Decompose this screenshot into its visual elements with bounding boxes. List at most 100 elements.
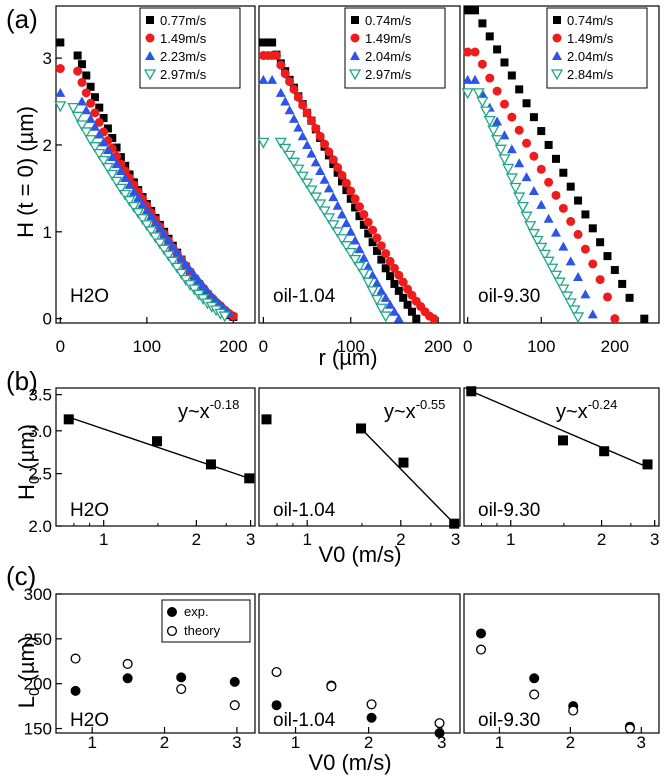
a2-square-point-0-22 xyxy=(355,212,364,221)
a1-legend-marker-0 xyxy=(146,16,154,24)
a2-triangleopen-point-3-10 xyxy=(314,199,327,211)
a3-triangle-point-2-7 xyxy=(514,158,525,168)
a1-triangleopen-point-3-0 xyxy=(54,101,67,113)
b2-square-point-3 xyxy=(449,518,460,529)
a1-ytick-label-2: 2 xyxy=(43,136,52,155)
a1-triangleopen-point-3-1 xyxy=(67,102,80,114)
b2-square-point-1 xyxy=(356,423,367,434)
a2-circle-point-1-19 xyxy=(341,178,351,188)
a3-circle-point-1-6 xyxy=(507,112,517,122)
a1-triangleopen-point-3-15 xyxy=(127,201,140,213)
a2-triangleopen-point-3-4 xyxy=(287,157,301,169)
a3-circle-point-1-2 xyxy=(477,59,487,69)
a1-triangle-point-2-10 xyxy=(115,166,126,176)
a1-square-point-0-12 xyxy=(121,161,130,170)
a1-triangleopen-point-3-3 xyxy=(75,120,89,132)
a2-circle-point-1-29 xyxy=(385,256,395,266)
b3-xtick-label-0: 1 xyxy=(506,530,515,549)
b2-fit-label: y~x xyxy=(384,401,416,423)
a2-triangle-point-2-13 xyxy=(323,183,334,193)
b1-fit-label: y~x xyxy=(178,401,210,423)
a1-triangleopen-point-3-2 xyxy=(71,111,84,123)
a1-triangle-point-2-27 xyxy=(189,270,200,280)
a3-triangleopen-point-3-2 xyxy=(476,96,489,108)
b1-square-point-0 xyxy=(63,414,74,425)
c3-condition-label: oil-9.30 xyxy=(478,710,540,731)
a3-triangleopen-point-3-13 xyxy=(516,201,529,213)
a2-triangleopen-point-3-1 xyxy=(274,137,287,149)
a3-square-point-0-12 xyxy=(551,154,560,163)
a3-square-point-0-4 xyxy=(493,45,502,54)
panel-label-c: (c) xyxy=(6,561,36,591)
a1-triangle-point-2-5 xyxy=(94,129,105,139)
a1-triangle-point-2-2 xyxy=(81,105,92,115)
a3-triangleopen-point-3-7 xyxy=(494,144,507,156)
a3-square-point-0-15 xyxy=(574,196,583,205)
a1-square-point-0-9 xyxy=(108,134,117,143)
c1-legend-marker-exp xyxy=(167,607,177,617)
a2-legend-marker-3 xyxy=(348,69,362,81)
a2-triangle-point-2-11 xyxy=(315,166,326,176)
c1-ytick-label-0: 150 xyxy=(24,720,52,739)
c1-circlefilled-point-0-2 xyxy=(176,672,187,683)
b3-fit-line xyxy=(471,390,648,468)
c1-circleopen-point-1-3 xyxy=(229,700,240,711)
a3-triangle-point-2-12 xyxy=(550,227,561,237)
c3-xtick-label-1: 2 xyxy=(566,733,575,752)
a1-triangle-point-2-15 xyxy=(137,199,148,209)
a3-legend-marker-2 xyxy=(552,51,562,60)
b2-fit-line xyxy=(360,427,455,525)
c1-legend-box xyxy=(161,599,251,643)
c3-circlefilled-point-0-1 xyxy=(529,673,540,684)
a3-legend-text-2: 2.04m/s xyxy=(567,49,614,64)
a3-square-point-0-16 xyxy=(581,210,590,219)
a-xlabel: r (µm) xyxy=(318,345,377,370)
a2-circle-point-1-23 xyxy=(359,209,369,219)
a3-triangle-point-2-1 xyxy=(470,74,481,84)
b-xlabel: V0 (m/s) xyxy=(318,542,401,567)
a1-condition-label: H2O xyxy=(70,286,109,307)
a1-square-point-0-6 xyxy=(95,103,104,112)
a1-triangle-point-2-11 xyxy=(120,172,131,182)
b2-xtick-label-0: 1 xyxy=(302,530,311,549)
a1-xtick-label-1: 100 xyxy=(133,337,161,356)
b3-square-point-1 xyxy=(557,435,568,446)
a1-triangle-point-2-3 xyxy=(85,113,96,123)
b-ylabel-sub: 0 xyxy=(26,476,43,484)
b1-frame xyxy=(55,387,256,527)
a1-triangle-point-2-1 xyxy=(76,96,87,106)
c1-condition-label: H2O xyxy=(70,710,109,731)
a3-square-point-0-13 xyxy=(559,168,568,177)
panel-label-a: (a) xyxy=(6,4,38,34)
b3-frame xyxy=(463,387,660,527)
c1-circleopen-point-1-1 xyxy=(122,658,133,669)
a1-triangleopen-point-3-36 xyxy=(218,311,231,323)
a1-ytick-label-1: 1 xyxy=(43,223,52,242)
a3-triangleopen-point-3-6 xyxy=(491,135,504,147)
a1-triangleopen-point-3-6 xyxy=(88,142,102,154)
a1-ytick-label-0: 0 xyxy=(43,310,52,329)
a2-legend-marker-0 xyxy=(351,16,359,24)
a3-circle-point-1-1 xyxy=(470,47,480,57)
a1-legend-marker-2 xyxy=(145,51,155,60)
c2-circleopen-point-1-3 xyxy=(434,718,445,729)
b1-xtick-label-1: 2 xyxy=(192,530,201,549)
a3-square-point-0-21 xyxy=(618,279,627,288)
a2-triangleopen-point-3-12 xyxy=(322,213,336,225)
a2-circle-point-1-8 xyxy=(293,92,303,102)
c1-circleopen-point-1-0 xyxy=(70,653,81,664)
a1-square-point-0-2 xyxy=(77,60,86,69)
c3-circlefilled-point-0-0 xyxy=(476,628,487,639)
a2-triangle-point-2-0 xyxy=(258,74,269,84)
a3-triangleopen-point-3-11 xyxy=(509,182,522,194)
b3-square-point-3 xyxy=(642,459,653,470)
a1-triangleopen-point-3-29 xyxy=(188,284,201,296)
b2-xtick-label-2: 3 xyxy=(451,530,460,549)
a1-triangleopen-point-3-25 xyxy=(171,262,184,274)
a3-condition-label: oil-9.30 xyxy=(478,286,540,307)
a2-triangle-point-2-3 xyxy=(280,96,291,106)
a1-triangle-point-2-7 xyxy=(102,145,113,155)
a2-circle-point-1-26 xyxy=(372,233,382,243)
a3-square-point-0-11 xyxy=(544,140,553,149)
a1-triangleopen-point-3-27 xyxy=(179,274,192,286)
